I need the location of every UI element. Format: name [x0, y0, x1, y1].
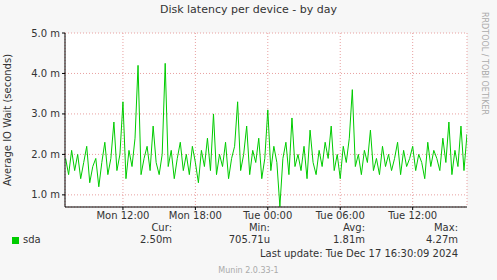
html-text:1.81m: 1.81m [333, 234, 365, 245]
html-text:Cur:: Cur: [151, 222, 172, 233]
html-text:Munin 2.0.33-1: Munin 2.0.33-1 [218, 266, 279, 275]
html-text:sda: sda [23, 234, 41, 245]
html-text:Avg:: Avg: [343, 222, 365, 233]
html-text:Max:: Max: [434, 222, 458, 233]
svg-text:Mon 12:00: Mon 12:00 [96, 210, 149, 221]
svg-text:Tue 06:00: Tue 06:00 [315, 210, 365, 221]
svg-text:5.0 m: 5.0 m [31, 28, 60, 39]
svg-text:Average IO Wait (seconds): Average IO Wait (seconds) [8, 54, 13, 186]
svg-text:Tue 00:00: Tue 00:00 [242, 210, 292, 221]
html-text:Min:: Min: [248, 222, 270, 233]
svg-text:2.0 m: 2.0 m [31, 149, 60, 160]
html-text:2.50m: 2.50m [140, 234, 172, 245]
html-text:Disk latency per device - by d: Disk latency per device - by day [159, 3, 338, 16]
svg-text:1.0 m: 1.0 m [31, 189, 60, 200]
html-text:RRDTOOL / TOBI OETIKER: RRDTOOL / TOBI OETIKER [480, 12, 489, 115]
svg-text:3.0 m: 3.0 m [31, 108, 60, 119]
svg-text:4.0 m: 4.0 m [31, 68, 60, 79]
svg-text:Tue 12:00: Tue 12:00 [387, 210, 437, 221]
html-text:4.27m: 4.27m [426, 234, 458, 245]
html-text:705.71u: 705.71u [228, 234, 270, 245]
svg-text:Mon 18:00: Mon 18:00 [169, 210, 222, 221]
html-text:Last update: Tue Dec 17 16:30:: Last update: Tue Dec 17 16:30:09 2024 [260, 248, 458, 259]
